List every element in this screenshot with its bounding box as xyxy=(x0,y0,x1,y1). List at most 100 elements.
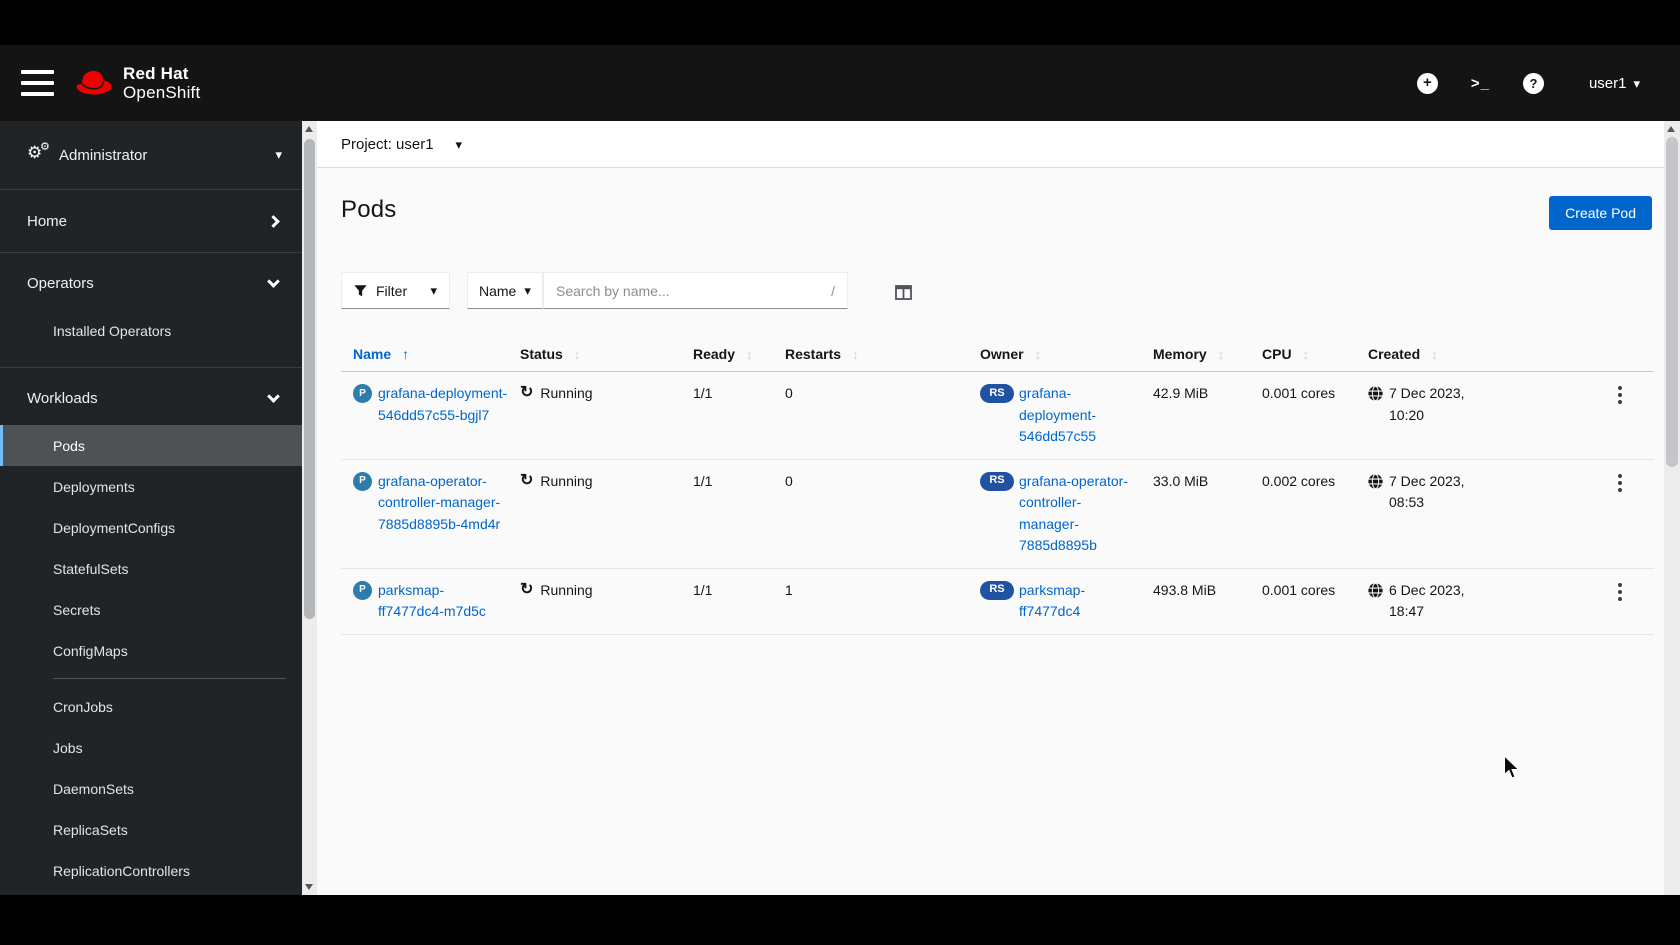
column-header-created[interactable]: Created xyxy=(1356,337,1541,371)
project-dropdown[interactable]: Project: user1 xyxy=(341,136,462,153)
filter-label: Filter xyxy=(376,282,408,299)
sidebar-item-secrets[interactable]: Secrets xyxy=(53,601,101,618)
sidebar-item-pods[interactable]: Pods xyxy=(0,425,302,466)
app-body: Administrator Home Operators Installed O… xyxy=(0,121,1680,895)
project-bar: Project: user1 xyxy=(317,121,1664,168)
chevron-down-icon xyxy=(524,282,531,299)
user-menu[interactable]: user1 xyxy=(1589,75,1640,92)
sort-icon[interactable] xyxy=(574,346,581,362)
globe-icon xyxy=(1368,582,1383,598)
ready-cell: 1/1 xyxy=(693,385,713,401)
column-header-name[interactable]: Name xyxy=(341,337,508,371)
sidebar-item-home[interactable]: Home xyxy=(0,190,302,253)
column-header-status[interactable]: Status xyxy=(508,337,681,371)
owner-cell: RS grafana-deployment-546dd57c55 xyxy=(968,372,1141,459)
sort-icon[interactable] xyxy=(1035,346,1042,362)
letterbox-top xyxy=(0,0,1680,45)
globe-icon xyxy=(1368,386,1383,401)
restarts-cell: 1 xyxy=(785,581,793,598)
pod-name-cell: P parksmap-ff7477dc4-m7d5c xyxy=(341,569,508,634)
column-header-restarts[interactable]: Restarts xyxy=(773,337,968,371)
sidebar-item-installed-operators[interactable]: Installed Operators xyxy=(53,322,172,339)
toolbar: Filter Name / xyxy=(341,272,1654,309)
scroll-down-icon[interactable] xyxy=(305,884,313,890)
masthead: Red Hat OpenShift user1 xyxy=(0,45,1680,121)
memory-cell: 493.8 MiB xyxy=(1153,581,1217,598)
chevron-down-icon xyxy=(430,282,437,299)
owner-link[interactable]: grafana-deployment-546dd57c55 xyxy=(1019,385,1097,444)
page-scrollbar[interactable] xyxy=(1664,121,1680,895)
sidebar-item-replicationcontrollers[interactable]: ReplicationControllers xyxy=(53,862,190,879)
page-header: Pods Create Pod xyxy=(341,168,1654,230)
funnel-icon xyxy=(354,285,367,297)
chevron-right-icon xyxy=(267,214,280,228)
brand-text: Red Hat OpenShift xyxy=(123,64,201,102)
workloads-sublist: Pods Deployments DeploymentConfigs State… xyxy=(0,425,302,891)
column-header-owner[interactable]: Owner xyxy=(968,337,1141,371)
pod-link[interactable]: grafana-operator-controller-manager-7885… xyxy=(378,472,501,532)
search-attribute-dropdown[interactable]: Name xyxy=(467,272,543,309)
add-resource-icon[interactable] xyxy=(1416,72,1438,94)
table-row: P grafana-deployment-546dd57c55-bgjl7 Ru… xyxy=(341,372,1654,460)
sidebar-item-statefulsets[interactable]: StatefulSets xyxy=(53,560,129,577)
sync-icon xyxy=(520,471,533,491)
page-scrollbar-thumb[interactable] xyxy=(1666,137,1678,467)
pod-link[interactable]: grafana-deployment-546dd57c55-bgjl7 xyxy=(378,385,508,423)
sort-ascending-icon[interactable] xyxy=(402,346,409,362)
restarts-cell: 0 xyxy=(785,385,793,401)
owner-cell: RS parksmap-ff7477dc4 xyxy=(968,569,1141,634)
column-management-icon[interactable] xyxy=(893,283,914,305)
web-terminal-icon[interactable] xyxy=(1471,75,1490,92)
replicaset-badge: RS xyxy=(980,580,1014,600)
sync-icon xyxy=(520,580,533,600)
column-header-cpu[interactable]: CPU xyxy=(1250,337,1356,371)
sidebar-item-jobs[interactable]: Jobs xyxy=(53,739,83,756)
sidebar-item-configmaps[interactable]: ConfigMaps xyxy=(53,642,128,659)
status-cell: Running xyxy=(508,460,681,568)
sidebar-item-deploymentconfigs[interactable]: DeploymentConfigs xyxy=(53,519,176,536)
sort-icon[interactable] xyxy=(1218,346,1225,362)
pod-badge: P xyxy=(353,471,372,491)
perspective-switcher[interactable]: Administrator xyxy=(0,121,302,190)
brand-logo: Red Hat OpenShift xyxy=(74,64,200,102)
sort-icon[interactable] xyxy=(1431,346,1438,362)
column-header-actions xyxy=(1541,337,1654,371)
scroll-up-icon[interactable] xyxy=(1667,126,1675,132)
pod-link[interactable]: parksmap-ff7477dc4-m7d5c xyxy=(378,581,486,620)
created-cell: 7 Dec 2023, 10:20 xyxy=(1356,372,1541,459)
column-header-ready[interactable]: Ready xyxy=(681,337,773,371)
scroll-up-icon[interactable] xyxy=(305,126,313,132)
sidebar-item-replicasets[interactable]: ReplicaSets xyxy=(53,821,128,838)
replicaset-badge: RS xyxy=(980,384,1014,403)
sidebar-group-operators: Operators Installed Operators xyxy=(0,253,302,368)
cpu-cell: 0.002 cores xyxy=(1262,472,1336,489)
kebab-menu-icon[interactable] xyxy=(1618,372,1654,459)
sidebar-scrollbar-thumb[interactable] xyxy=(304,139,315,619)
help-icon[interactable] xyxy=(1522,72,1544,94)
owner-link[interactable]: grafana-operator-controller-manager-7885… xyxy=(1019,472,1128,554)
filter-dropdown[interactable]: Filter xyxy=(341,272,450,309)
shortcut-hint: / xyxy=(831,282,835,299)
create-pod-button[interactable]: Create Pod xyxy=(1549,196,1652,230)
nav-divider xyxy=(53,678,286,679)
ready-cell: 1/1 xyxy=(693,581,713,598)
perspective-label: Administrator xyxy=(59,146,148,164)
sidebar-item-deployments[interactable]: Deployments xyxy=(53,478,135,495)
owner-link[interactable]: parksmap-ff7477dc4 xyxy=(1019,581,1086,620)
sidebar-item-cronjobs[interactable]: CronJobs xyxy=(53,698,113,715)
sidebar-item-operators[interactable]: Operators xyxy=(0,269,302,297)
search-input[interactable] xyxy=(556,282,824,299)
sort-icon[interactable] xyxy=(746,346,753,362)
sort-icon[interactable] xyxy=(852,346,859,362)
redhat-fedora-icon xyxy=(76,71,112,95)
created-cell: 6 Dec 2023, 18:47 xyxy=(1356,569,1541,634)
sort-icon[interactable] xyxy=(1303,346,1310,362)
kebab-menu-icon[interactable] xyxy=(1618,569,1654,634)
column-header-memory[interactable]: Memory xyxy=(1141,337,1250,371)
kebab-menu-icon[interactable] xyxy=(1618,460,1654,568)
sidebar-item-daemonsets[interactable]: DaemonSets xyxy=(53,780,134,797)
sidebar-item-workloads[interactable]: Workloads xyxy=(0,384,302,412)
hamburger-icon[interactable] xyxy=(21,70,54,96)
sidebar-scrollbar[interactable] xyxy=(302,121,317,895)
pod-name-cell: P grafana-operator-controller-manager-78… xyxy=(341,460,508,568)
